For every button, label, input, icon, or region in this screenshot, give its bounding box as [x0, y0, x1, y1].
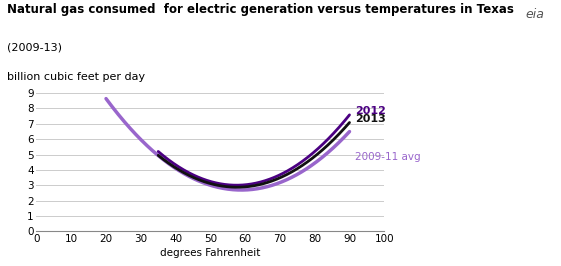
Text: 2013: 2013: [355, 114, 385, 124]
Text: 2012: 2012: [355, 106, 385, 116]
Text: 2009-11 avg: 2009-11 avg: [355, 152, 420, 162]
Text: (2009-13): (2009-13): [7, 43, 62, 53]
Text: eia: eia: [525, 8, 544, 21]
Text: Natural gas consumed  for electric generation versus temperatures in Texas: Natural gas consumed for electric genera…: [7, 3, 514, 16]
X-axis label: degrees Fahrenheit: degrees Fahrenheit: [160, 248, 260, 258]
Text: billion cubic feet per day: billion cubic feet per day: [7, 72, 145, 82]
